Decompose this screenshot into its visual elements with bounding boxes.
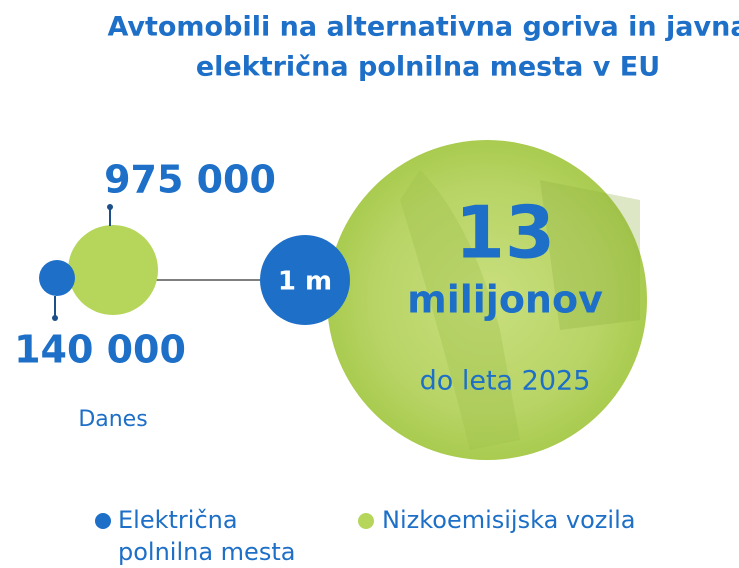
image-shade (400, 170, 520, 450)
future-circle (327, 140, 647, 460)
legend-text: Električna (118, 506, 238, 534)
charging-count: 140 000 (14, 328, 186, 372)
legend-dot (95, 513, 111, 529)
future-label: do leta 2025 (420, 366, 591, 397)
vehicles-circle (68, 225, 158, 315)
legend-text: polnilna mesta (118, 538, 295, 566)
charging-circle (39, 260, 75, 296)
stem-dot (52, 315, 58, 321)
stem-dot (107, 204, 113, 210)
today-label: Danes (78, 407, 147, 432)
title-line: Avtomobili na alternativna goriva in jav… (107, 12, 739, 43)
middle-label: 1 m (278, 267, 332, 297)
vehicles-count: 975 000 (104, 158, 276, 202)
title-line: električna polnilna mesta v EU (196, 52, 660, 83)
future-unit: milijonov (407, 278, 603, 322)
middle-circle (260, 235, 350, 325)
future-number: 13 (455, 191, 555, 275)
legend-dot (358, 513, 374, 529)
legend-text: Nizkoemisijska vozila (382, 506, 635, 534)
image-shade (540, 180, 640, 330)
